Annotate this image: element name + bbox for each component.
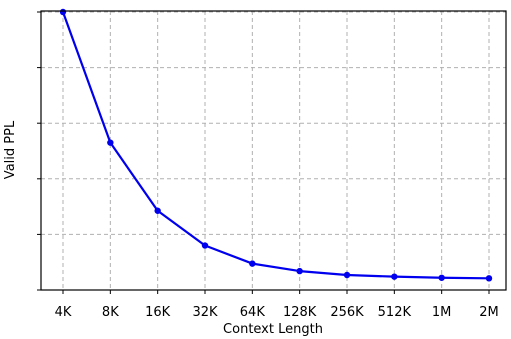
data-point: [201, 242, 209, 249]
data-point: [59, 8, 67, 16]
x-tick-label: 512K: [378, 305, 412, 320]
x-tick-label: 8K: [102, 305, 119, 320]
x-tick-label: 128K: [283, 305, 317, 320]
data-point: [485, 275, 493, 282]
x-axis-label: Context Length: [223, 322, 323, 337]
data-point: [438, 274, 445, 281]
x-tick-label: 256K: [330, 305, 364, 320]
data-point: [249, 260, 256, 267]
x-tick-label: 4K: [55, 305, 72, 320]
x-tick-label: 1M: [432, 305, 452, 320]
data-point: [107, 139, 114, 146]
grid-lines: [41, 11, 506, 290]
axis-ticks: [37, 11, 490, 294]
x-tick-label: 64K: [240, 305, 266, 320]
series-line: [61, 11, 490, 280]
data-point: [154, 207, 161, 214]
plot-frame: [40, 10, 507, 291]
x-tick-label: 2M: [479, 305, 499, 320]
data-point: [343, 271, 351, 279]
x-tick-labels: 4K 8K 16K 32K 64K 128K 256K 512K 1M 2M: [55, 305, 499, 320]
x-tick-label: 32K: [192, 305, 218, 320]
y-axis-label: Valid PPL: [3, 120, 18, 179]
data-series: [59, 8, 493, 282]
data-point: [296, 267, 303, 275]
data-point: [391, 273, 398, 280]
x-tick-label: 16K: [145, 305, 171, 320]
